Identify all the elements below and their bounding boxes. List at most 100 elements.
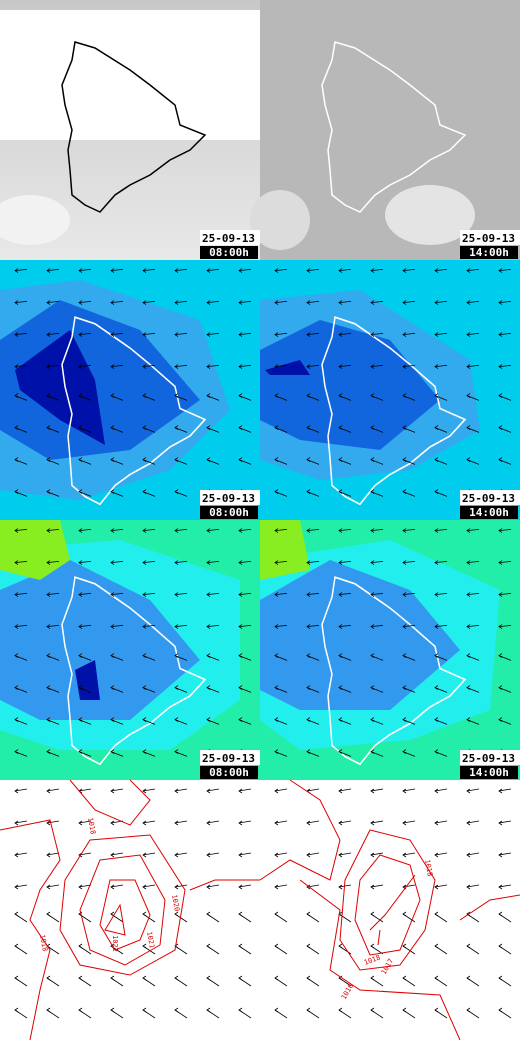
arrow-head: [370, 943, 375, 949]
arrow: [14, 301, 28, 303]
arrow-head: [306, 624, 311, 629]
arrow: [238, 884, 252, 888]
arrow-head: [274, 332, 279, 337]
arrow-head: [338, 300, 343, 305]
arrow: [206, 301, 220, 303]
arrow: [466, 655, 480, 661]
arrow-head: [498, 268, 503, 273]
contour: [339, 829, 436, 971]
arrow: [142, 788, 156, 792]
arrow: [14, 269, 28, 271]
arrow-head: [466, 884, 471, 890]
arrow: [466, 561, 480, 563]
arrow-head: [174, 489, 179, 494]
arrow-head: [402, 749, 407, 754]
arrow-head: [78, 364, 83, 369]
arrow-head: [274, 560, 279, 565]
arrow-head: [78, 457, 83, 462]
arrow-head: [46, 364, 51, 369]
arrow-head: [338, 268, 343, 273]
arrow-head: [498, 457, 503, 462]
arrow: [238, 333, 252, 335]
arrow-head: [238, 911, 243, 917]
arrow: [434, 301, 448, 303]
arrow-head: [14, 1007, 19, 1013]
arrow-head: [370, 592, 375, 597]
arrow-head: [110, 884, 115, 890]
arrow: [238, 459, 252, 465]
arrow: [338, 625, 352, 627]
contour: [59, 834, 186, 976]
arrow-head: [274, 528, 279, 533]
arrow-head: [306, 528, 311, 533]
arrow-head: [238, 332, 243, 337]
arrow: [338, 561, 352, 563]
date: 25-09-13: [202, 492, 255, 505]
arrow: [370, 751, 384, 757]
contour-label: 1018: [86, 817, 97, 835]
arrow: [338, 365, 352, 367]
arrow-head: [370, 425, 375, 430]
arrow-head: [466, 685, 471, 690]
arrow: [142, 687, 156, 693]
arrow: [306, 491, 320, 497]
arrow-head: [78, 820, 83, 826]
arrow-head: [306, 457, 311, 462]
arrow-head: [370, 852, 375, 858]
arrow-head: [402, 393, 407, 398]
arrow: [174, 852, 188, 856]
shade: [15, 330, 105, 445]
arrow-head: [274, 943, 279, 949]
arrow-head: [78, 425, 83, 430]
arrow-head: [402, 560, 407, 565]
arrow: [274, 269, 288, 271]
arrow: [206, 852, 220, 856]
arrow: [338, 593, 352, 595]
arrow: [142, 491, 156, 497]
arrow: [46, 427, 60, 433]
arrow: [370, 593, 384, 595]
arrow-head: [306, 592, 311, 597]
arrow: [174, 788, 188, 792]
arrow: [78, 687, 92, 693]
arrow-head: [142, 528, 147, 533]
arrow-head: [466, 364, 471, 369]
arrow-head: [46, 457, 51, 462]
arrow: [466, 427, 480, 433]
date: 25-09-13: [462, 232, 515, 245]
arrow-head: [14, 300, 19, 305]
arrow: [498, 687, 512, 693]
arrow-head: [206, 717, 211, 722]
contour-label: 1020: [170, 894, 181, 912]
arrow: [14, 561, 28, 563]
arrow: [78, 529, 92, 531]
arrow-head: [466, 788, 471, 794]
arrow: [402, 269, 416, 271]
arrow: [174, 459, 188, 465]
arrow: [110, 333, 124, 335]
arrow: [46, 333, 60, 335]
arrow-head: [174, 268, 179, 273]
arrow-head: [338, 560, 343, 565]
arrow-head: [466, 911, 471, 917]
arrow-head: [110, 592, 115, 597]
shade: [0, 520, 70, 580]
arrow: [46, 655, 60, 661]
arrow-head: [14, 592, 19, 597]
arrow: [174, 491, 188, 497]
arrow: [466, 788, 480, 792]
arrow-head: [338, 489, 343, 494]
arrow-head: [174, 653, 179, 658]
arrow: [142, 269, 156, 271]
contour: [104, 903, 126, 936]
arrow-head: [238, 457, 243, 462]
arrow-head: [466, 425, 471, 430]
arrow-head: [306, 685, 311, 690]
arrow-head: [206, 300, 211, 305]
arrow-head: [142, 820, 147, 826]
arrow-head: [142, 489, 147, 494]
arrow-head: [306, 749, 311, 754]
arrow-head: [466, 820, 471, 826]
arrow-head: [110, 560, 115, 565]
arrow: [174, 884, 188, 888]
